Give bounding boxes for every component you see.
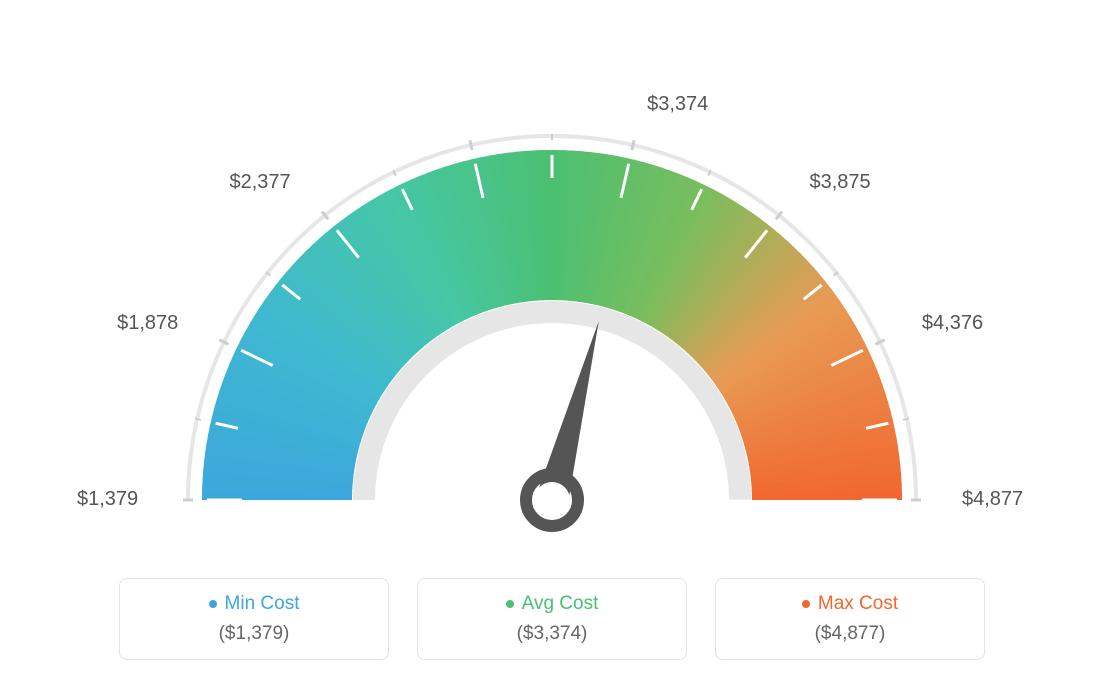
legend-dot-icon [209,600,217,608]
gauge-tick-label: $4,877 [962,488,1023,511]
legend-value: ($1,379) [140,623,368,645]
gauge-tick-label: $3,875 [810,171,871,194]
legend-dot-icon [506,600,514,608]
legend-box-avg-cost: Avg Cost ($3,374) [417,578,687,660]
legend-label: Max Cost [818,593,898,615]
legend-value: ($4,877) [736,623,964,645]
cost-gauge-chart: $1,379 $1,878 $2,377 $3,374 $3,875 $4,376 $4,8… [0,0,1104,690]
gauge-tick-label: $4,376 [922,312,983,335]
legend-title: Min Cost [140,593,368,615]
gauge-tick-label: $2,377 [229,171,290,194]
legend-title: Avg Cost [438,593,666,615]
legend-value: ($3,374) [438,623,666,645]
gauge-svg [52,30,1052,550]
gauge-tick-label: $1,379 [77,488,138,511]
legend-row: Min Cost ($1,379) Avg Cost ($3,374) Max Cost… [119,578,985,660]
legend-label: Avg Cost [522,593,599,615]
legend-title: Max Cost [736,593,964,615]
legend-label: Min Cost [225,593,300,615]
gauge-tick-label: $3,374 [647,93,708,116]
gauge-tick-label: $1,878 [117,312,178,335]
gauge-area: $1,379 $1,878 $2,377 $3,374 $3,875 $4,376 $4,8… [52,30,1052,550]
legend-box-max-cost: Max Cost ($4,877) [715,578,985,660]
legend-box-min-cost: Min Cost ($1,379) [119,578,389,660]
legend-dot-icon [802,600,810,608]
